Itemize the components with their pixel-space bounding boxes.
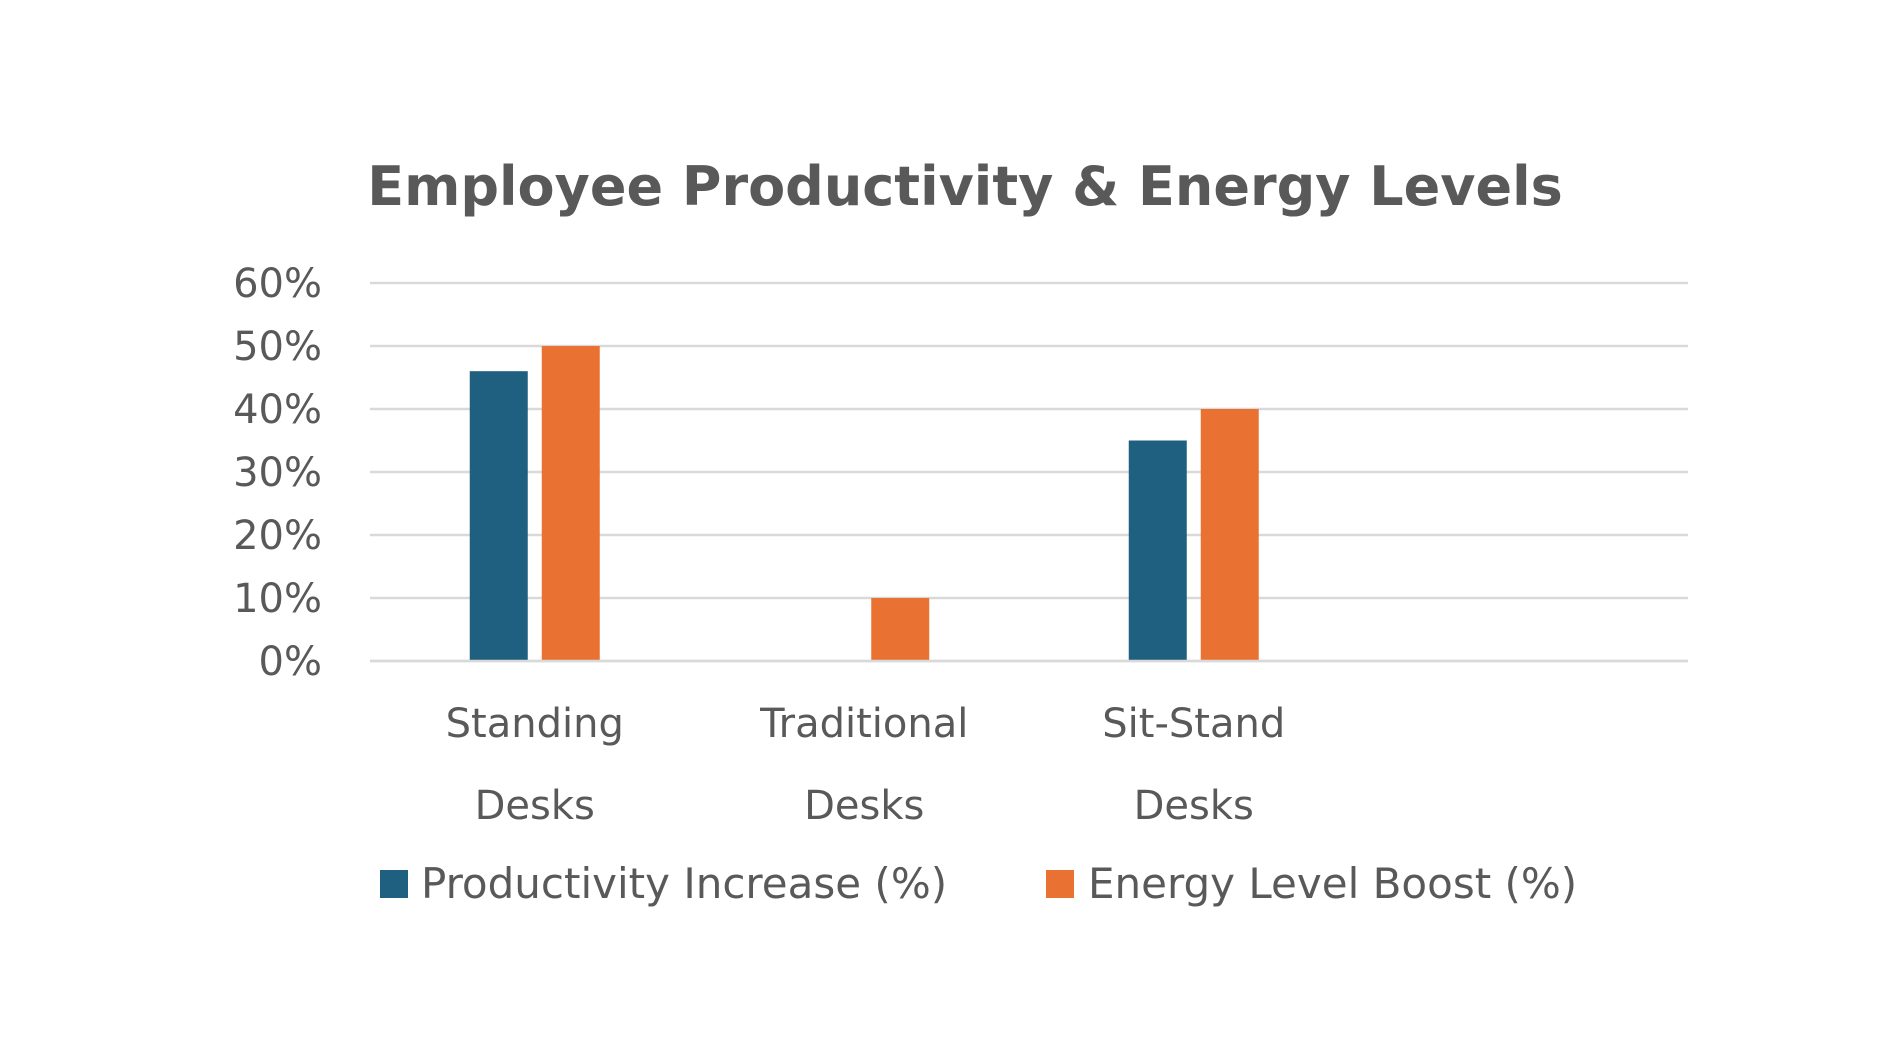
x-category-label: Standing [446,701,624,747]
y-tick-label: 60% [233,261,322,307]
chart-title: Employee Productivity & Energy Levels [367,155,1563,218]
y-tick-label: 40% [233,387,322,433]
bars [370,346,1688,663]
bar-energy [541,346,600,661]
bar-energy [871,598,930,661]
y-tick-label: 50% [233,324,322,370]
y-tick-label: 10% [233,576,322,622]
x-category-label: Desks [1134,783,1254,829]
bar-productivity [1128,440,1187,661]
legend-swatch [1046,870,1074,898]
legend-label: Energy Level Boost (%) [1088,859,1577,908]
x-category-label: Sit-Stand [1102,701,1285,747]
x-category-label: Desks [804,783,924,829]
bar-energy [1200,409,1259,661]
bar-productivity [469,371,528,661]
legend-swatch [380,870,408,898]
x-axis-categories: Standing Desks Traditional Desks Sit-Stand De… [446,701,1286,829]
legend: Productivity Increase (%) Energy Level Bo… [380,859,1577,908]
x-category-label: Desks [475,783,595,829]
x-category-label: Traditional [759,701,968,747]
y-axis-ticks: 0% 10% 20% 30% 40% 50% 60% [233,261,322,685]
y-tick-label: 0% [259,639,322,685]
legend-label: Productivity Increase (%) [421,859,947,908]
y-tick-label: 20% [233,513,322,559]
y-tick-label: 30% [233,450,322,496]
